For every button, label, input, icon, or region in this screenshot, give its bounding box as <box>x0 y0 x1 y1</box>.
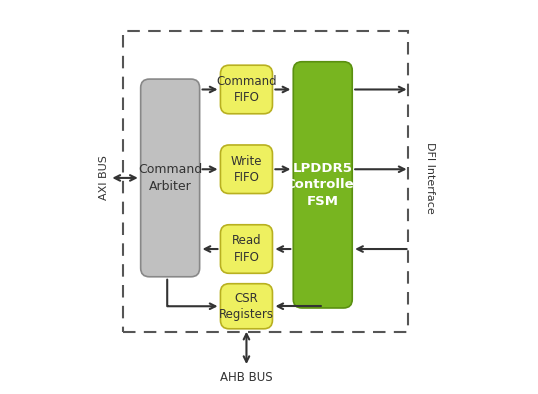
FancyBboxPatch shape <box>221 284 272 329</box>
Text: CSR
Registers: CSR Registers <box>219 292 274 321</box>
FancyBboxPatch shape <box>221 65 272 114</box>
Text: AHB BUS: AHB BUS <box>220 371 273 384</box>
Text: Read
FIFO: Read FIFO <box>232 234 261 264</box>
Text: Command
Arbiter: Command Arbiter <box>138 163 202 193</box>
Text: AXI BUS: AXI BUS <box>99 156 109 201</box>
FancyBboxPatch shape <box>221 145 272 193</box>
FancyBboxPatch shape <box>293 62 352 308</box>
Text: Command
FIFO: Command FIFO <box>216 75 277 104</box>
Text: DFI Interface: DFI Interface <box>425 142 435 214</box>
FancyBboxPatch shape <box>221 225 272 273</box>
Text: Write
FIFO: Write FIFO <box>231 154 262 184</box>
Text: LPDDR5
Controller
FSM: LPDDR5 Controller FSM <box>285 162 360 208</box>
Bar <box>123 30 408 332</box>
FancyBboxPatch shape <box>140 79 200 277</box>
